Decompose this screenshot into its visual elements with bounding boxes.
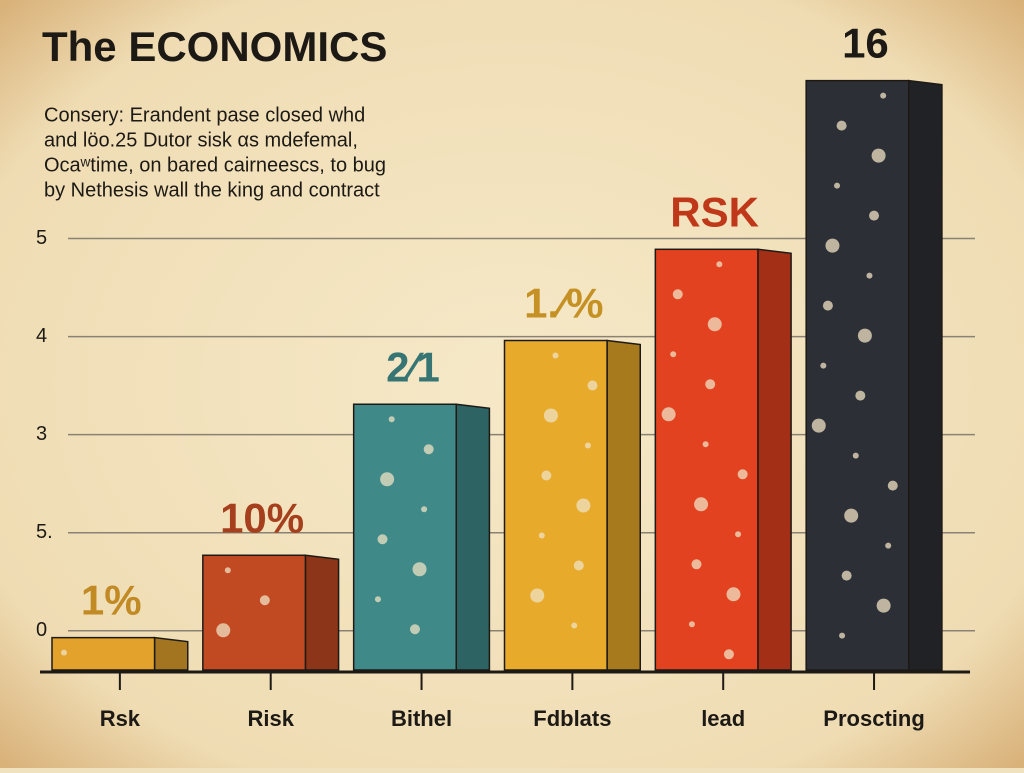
bar-speckle [885,542,892,549]
bar-speckle [216,623,231,638]
bar-speckle [876,598,891,613]
bar-speckle [409,624,420,635]
bar-speckle [811,418,826,433]
bar-speckle [571,622,578,629]
bar-speckle [841,570,852,581]
x-tick-label: Risk [247,706,294,731]
bar-speckle [869,210,880,221]
bar-annotation: 16 [842,20,889,67]
bar-annotation: 1% [81,577,142,624]
bar-side [455,403,491,671]
bar-speckle [822,300,833,311]
subtitle-line: by Nethesis wall the king and contract [44,179,380,201]
bar-speckle [844,508,859,523]
bar-speckle [723,649,734,660]
bar-speckle [587,380,598,391]
bar-annotation: 1.⁄% [524,280,603,327]
bar-speckle [552,352,559,359]
bar [654,248,759,671]
bar-speckle [820,362,827,369]
bar-speckle [573,560,584,571]
x-tick-label: Bithel [391,706,452,731]
bar-speckle [825,238,840,253]
bar-speckle [423,444,434,455]
subtitle-line: Ocaʷtime, on bared cairneescs, to bug [44,154,386,176]
bar-speckle [377,534,388,545]
bar-speckle [388,416,395,423]
bar-speckle [726,587,741,602]
bar-speckle [530,588,545,603]
bar-speckle [705,379,716,390]
bar-annotation: 2⁄1 [386,343,440,390]
y-tick-label: 5 [36,227,47,249]
bar-speckle [880,92,887,99]
bar-speckle [857,328,872,343]
bar-speckle [672,289,683,300]
bar-side [153,636,189,671]
bar-speckle [855,390,866,401]
x-tick-label: Proscting [823,706,924,731]
bar-speckle [694,497,709,512]
bar-speckle [691,559,702,570]
bar-speckle [576,498,591,513]
bar-speckle [834,182,841,189]
subtitle-line: Consery: Erandent pase closed whd [44,104,365,126]
bar-speckle [735,531,742,538]
bar-speckle [707,317,722,332]
bar-speckle [871,148,886,163]
bar-speckle [380,472,395,487]
bar [352,403,457,671]
y-tick-label: 3 [36,423,47,445]
bar-speckle [836,120,847,131]
bar [202,554,307,671]
x-tick-label: Rsk [100,706,141,731]
chart-title: The ECONOMICS [42,23,387,70]
bar-speckle [259,595,270,606]
bar-speckle [887,480,898,491]
y-tick-label: 0 [36,619,47,641]
bar-speckle [412,562,427,577]
bar-speckle [224,567,231,574]
bar-side [907,79,943,671]
bar-speckle [839,632,846,639]
x-tick-label: lead [701,706,745,731]
subtitle: Consery: Erandent pase closed whd and löo… [44,104,386,201]
bar-annotation: 10% [220,494,304,541]
bar [805,79,910,671]
bar-speckle [866,272,873,279]
bar-speckle [374,596,381,603]
bar-side [304,554,340,671]
bar-speckle [661,407,676,422]
bar-speckle [584,442,591,449]
bar [51,636,156,671]
bar-speckle [538,532,545,539]
bar-speckle [421,506,428,513]
bar-side [757,248,792,671]
bar-speckle [670,351,677,358]
bar-speckle [541,470,552,481]
subtitle-line: and löo.25 Dutor sisk αs mdefemal, [44,129,358,151]
x-tick-label: Fdblats [533,706,611,731]
bar-annotation: RSK [670,188,759,235]
y-tick-label: 5. [36,521,53,543]
bar-speckle [61,649,67,656]
bar-speckle [688,621,695,628]
y-tick-label: 4 [36,325,47,347]
bar-speckle [702,441,709,448]
bar-side [606,339,641,671]
bar-speckle [852,452,859,459]
bar-speckle [543,408,558,423]
bar-speckle [716,261,723,268]
bar-speckle [737,469,748,480]
